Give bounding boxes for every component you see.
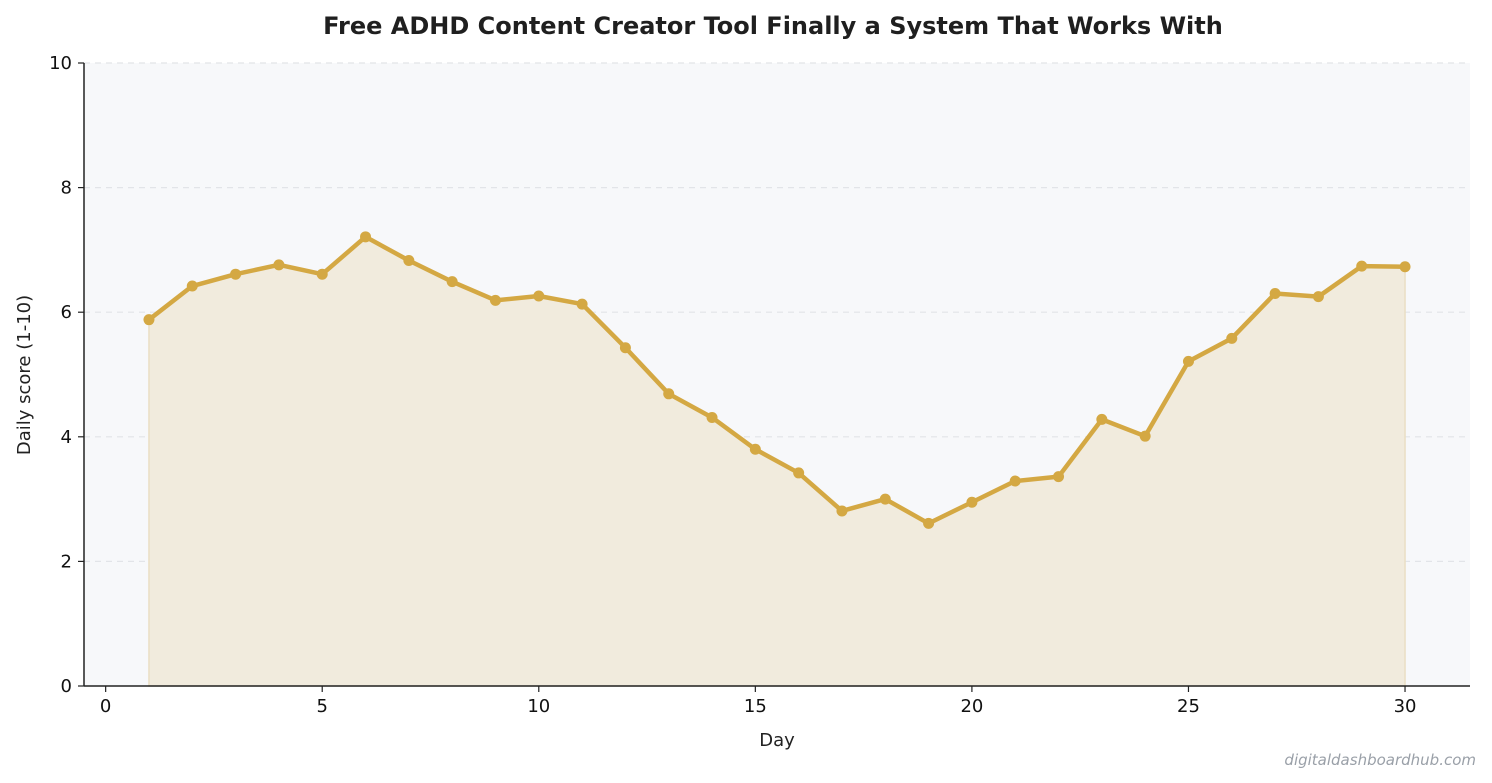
data-point <box>619 342 631 354</box>
data-point <box>923 517 935 529</box>
y-tick-label: 0 <box>61 676 72 697</box>
data-point <box>1053 471 1065 483</box>
data-point <box>1182 355 1194 367</box>
data-point <box>1269 288 1281 300</box>
y-tick-label: 8 <box>61 178 72 199</box>
x-tick-label: 5 <box>316 696 327 717</box>
data-point <box>966 496 978 508</box>
data-point <box>1312 291 1324 303</box>
data-point <box>663 388 675 400</box>
x-tick-label: 0 <box>100 696 111 717</box>
data-point <box>1399 261 1411 273</box>
data-point <box>273 259 285 271</box>
x-tick-label: 20 <box>960 696 983 717</box>
data-point <box>316 268 328 280</box>
data-point <box>489 294 501 306</box>
x-ticks: 0 5 10 15 20 25 30 <box>100 686 1417 717</box>
x-tick-label: 10 <box>527 696 550 717</box>
x-axis-label: Day <box>759 730 795 751</box>
x-tick-label: 15 <box>744 696 767 717</box>
data-point <box>879 493 891 505</box>
y-tick-label: 2 <box>61 551 72 572</box>
data-point <box>186 280 198 292</box>
data-point <box>1096 413 1108 425</box>
x-tick-label: 30 <box>1394 696 1417 717</box>
data-point <box>793 467 805 479</box>
data-point <box>1009 475 1021 487</box>
data-point <box>749 443 761 455</box>
watermark: digitaldashboardhub.com <box>1284 751 1476 769</box>
data-point <box>1226 332 1238 344</box>
data-point <box>706 411 718 423</box>
y-tick-label: 4 <box>61 427 72 448</box>
data-point <box>533 290 545 302</box>
series-line <box>146 234 1408 526</box>
data-point <box>1356 260 1368 272</box>
data-point <box>143 314 155 326</box>
data-point <box>360 231 372 243</box>
x-tick-label: 25 <box>1177 696 1200 717</box>
data-point <box>230 268 242 280</box>
data-point <box>446 276 458 288</box>
y-tick-label: 6 <box>61 302 72 323</box>
chart-title: Free ADHD Content Creator Tool Finally a… <box>323 12 1223 40</box>
y-axis-label: Daily score (1-10) <box>14 295 35 455</box>
y-tick-label: 10 <box>49 53 72 74</box>
data-point <box>836 505 848 517</box>
data-point <box>403 254 415 266</box>
y-ticks: 0 2 4 6 8 10 <box>49 53 84 697</box>
series-polyline <box>146 234 1408 526</box>
data-point <box>576 298 588 310</box>
data-point <box>1139 430 1151 442</box>
data-points <box>143 231 1411 529</box>
